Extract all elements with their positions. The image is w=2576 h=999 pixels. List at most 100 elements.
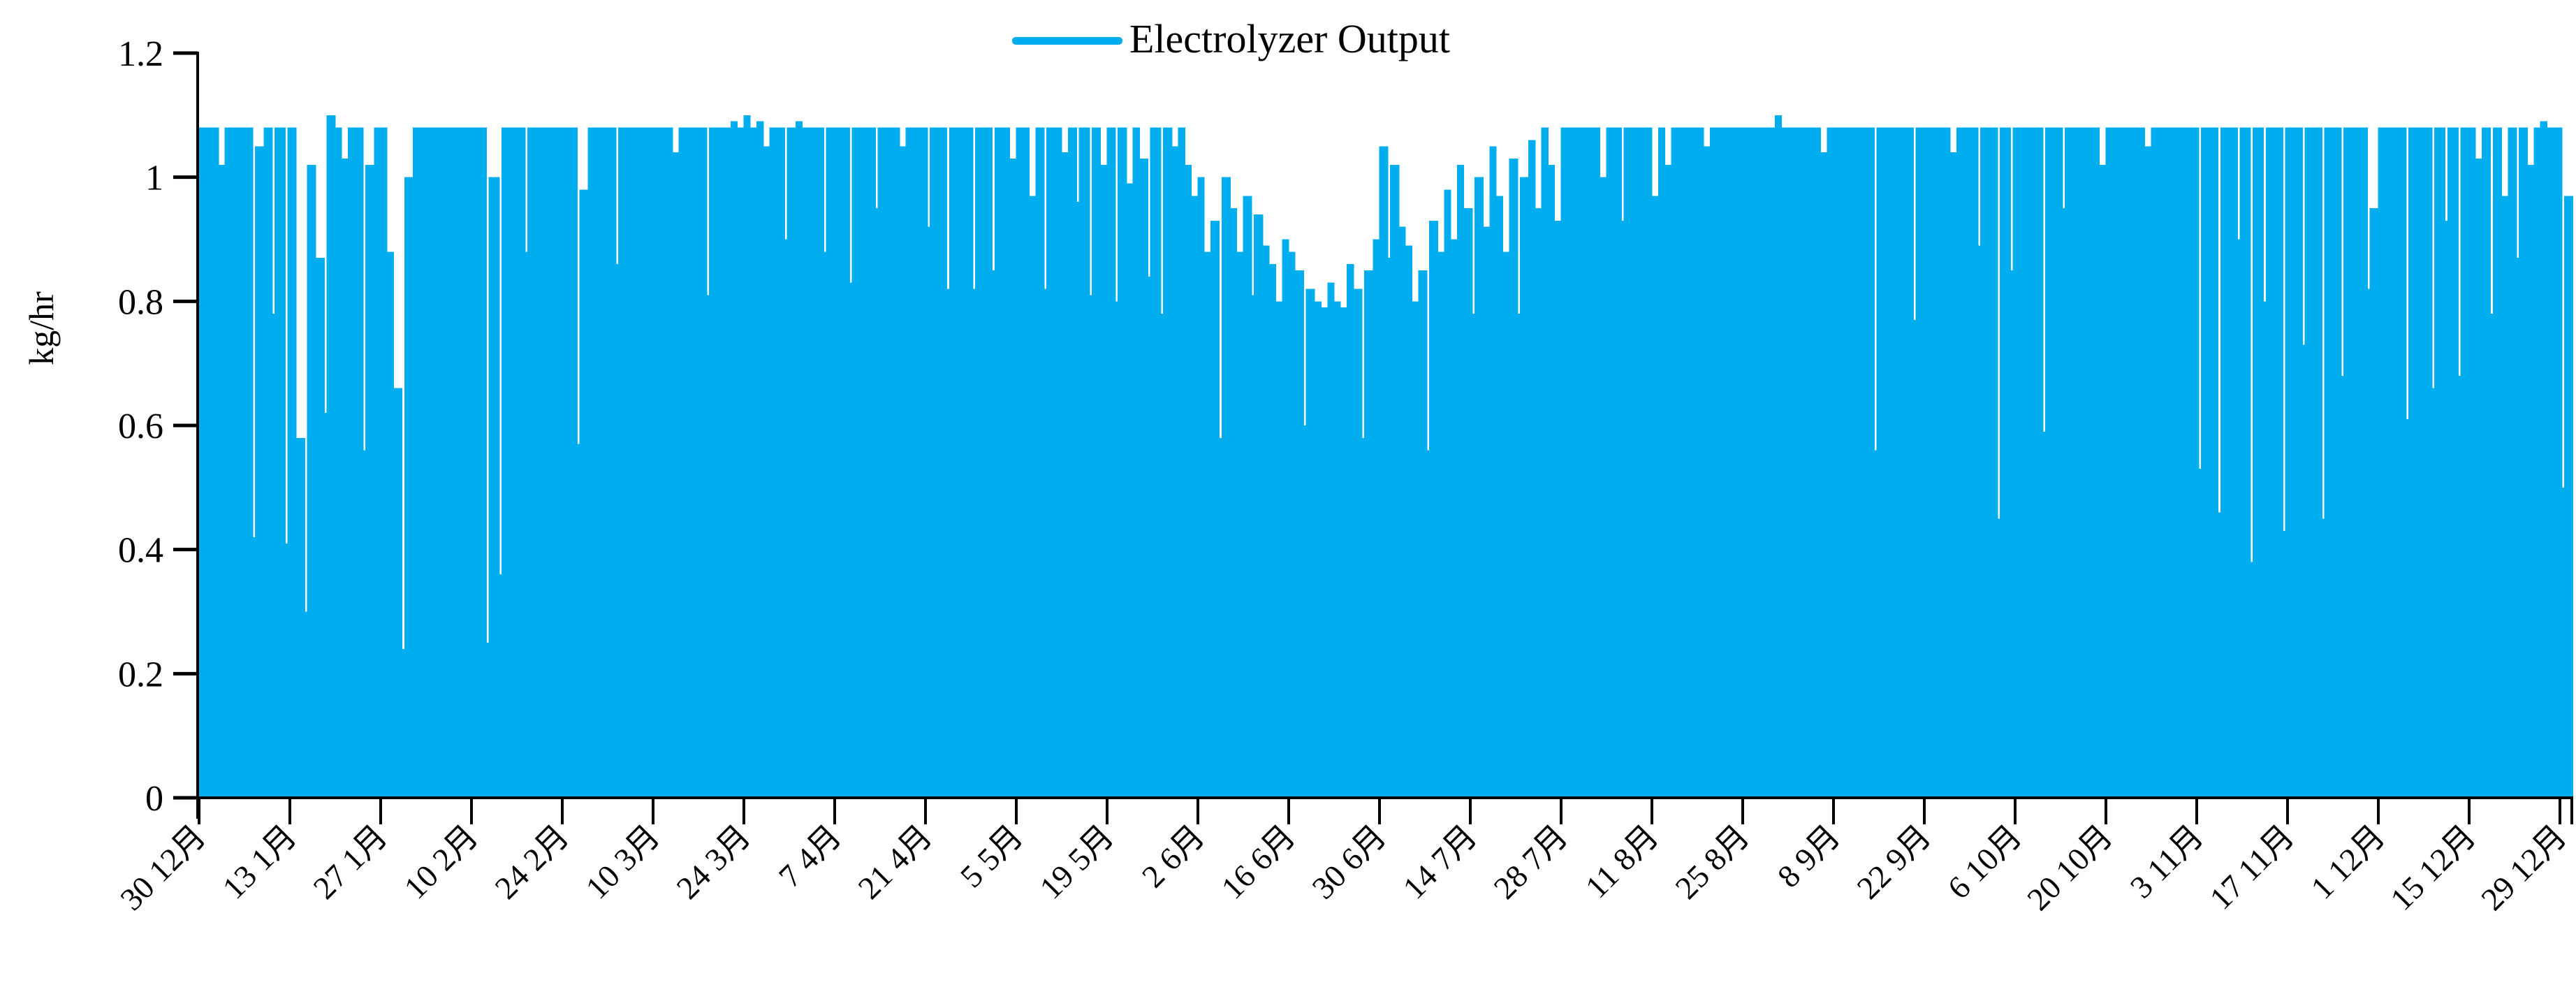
data-bar (305, 611, 308, 798)
data-bar (2285, 127, 2288, 799)
x-tick-label: 11 8月 (1579, 818, 1665, 905)
data-bar (1937, 127, 1945, 799)
data-bar (2034, 127, 2042, 799)
data-bar (1621, 220, 1625, 799)
x-tick-label: 13 1月 (216, 818, 304, 906)
data-bar (1327, 282, 1335, 798)
data-bar (685, 127, 693, 799)
data-bar (1392, 164, 1400, 798)
data-bar (250, 127, 254, 799)
data-bar (678, 127, 686, 799)
data-bar (295, 437, 303, 798)
data-bar (1519, 177, 1523, 799)
data-bar (1742, 127, 1750, 799)
data-bar (2501, 196, 2509, 798)
x-tick-label: 17 11月 (2203, 818, 2301, 917)
data-bar (1262, 245, 1270, 798)
data-bar (348, 127, 356, 799)
data-bar (1949, 152, 1957, 798)
data-bar (828, 127, 835, 799)
data-bar (1089, 295, 1092, 798)
data-bar (652, 127, 660, 799)
data-bar (1775, 115, 1783, 798)
data-bar (527, 127, 530, 799)
data-bar (1768, 127, 1776, 799)
data-bar (1081, 127, 1088, 799)
data-bar (1995, 127, 1998, 799)
data-bar (958, 127, 965, 799)
data-bar (946, 289, 950, 798)
data-bar (847, 127, 850, 799)
data-bar (2045, 127, 2048, 799)
data-bar (2000, 127, 2003, 799)
data-bar (927, 226, 930, 799)
x-tick-label: 5 5月 (953, 818, 1030, 894)
data-bar (406, 177, 414, 799)
data-bar (2492, 127, 2496, 799)
data-bar (1308, 289, 1315, 798)
data-bar (2287, 127, 2295, 799)
data-bar (2157, 127, 2165, 799)
data-bar (367, 164, 375, 798)
data-bar (1275, 301, 1283, 799)
data-bar (1872, 127, 1875, 799)
data-bar (2183, 127, 2191, 799)
data-bar (1911, 127, 1914, 799)
data-bar (640, 127, 647, 799)
legend: Electrolyzer Output (1012, 0, 1450, 77)
data-bar (2062, 208, 2065, 799)
y-tick-label: 1 (145, 159, 163, 198)
x-tick-label: 29 12月 (2474, 818, 2573, 917)
data-bar (1301, 270, 1304, 798)
data-bar (1126, 183, 1134, 798)
data-bar (2561, 487, 2565, 798)
data-bar (1092, 127, 1095, 799)
data-bar (1517, 314, 1521, 799)
data-bar (504, 127, 511, 799)
data-bar (1430, 220, 1438, 799)
data-bar (2118, 127, 2126, 799)
data-bar (1457, 164, 1465, 798)
data-bar (1118, 127, 1120, 799)
data-bar (875, 208, 879, 799)
x-tick-label: 30 12月 (113, 818, 212, 917)
data-bar (577, 444, 580, 798)
data-bar (1885, 127, 1892, 799)
y-tick-label: 0 (145, 779, 163, 819)
data-bar (2138, 127, 2146, 799)
data-bar (502, 127, 504, 799)
data-bar (1048, 127, 1056, 799)
data-bar (2144, 146, 2152, 798)
data-bar (1197, 177, 1205, 799)
data-bar (1913, 319, 1917, 799)
data-bar (2220, 127, 2223, 799)
data-bar (451, 127, 459, 799)
data-bar (1100, 164, 1108, 798)
data-bar (990, 127, 993, 799)
data-bar (691, 127, 699, 799)
data-bar (1801, 127, 1808, 799)
data-bar (1087, 127, 1090, 799)
data-bar (1055, 127, 1062, 799)
data-bar (1249, 196, 1252, 798)
data-bar (309, 164, 316, 798)
data-bar (763, 146, 770, 798)
data-bar (899, 146, 907, 798)
data-bar (1191, 196, 1199, 798)
data-bar (1833, 127, 1840, 799)
data-bar (2514, 127, 2517, 799)
data-bar (1132, 127, 1140, 799)
data-bar (2322, 518, 2325, 798)
data-bar (486, 642, 490, 798)
data-bar (1152, 127, 1159, 799)
data-bar (1185, 164, 1192, 798)
data-bar (743, 115, 751, 798)
data-bar (2283, 531, 2286, 798)
data-bar (851, 127, 855, 799)
data-bar (2274, 127, 2282, 799)
data-bar (2460, 127, 2464, 799)
data-bar (1236, 251, 1244, 798)
data-bar (1398, 226, 1406, 799)
data-bar (2170, 127, 2178, 799)
data-bar (2358, 127, 2366, 799)
